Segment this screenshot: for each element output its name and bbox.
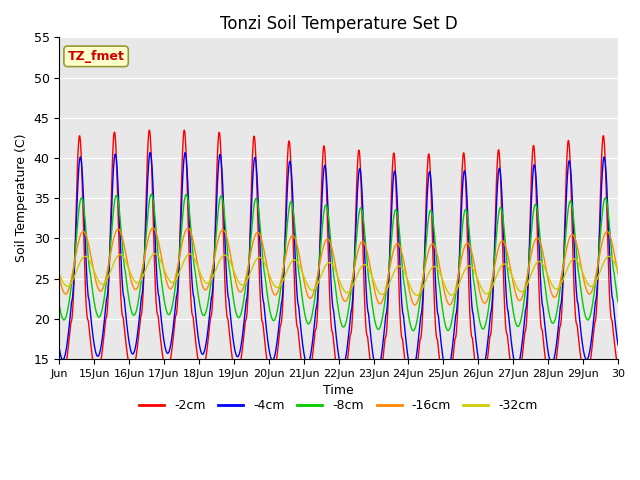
-32cm bbox=[607, 255, 615, 261]
-16cm bbox=[324, 236, 332, 242]
-2cm bbox=[314, 305, 321, 311]
Title: Tonzi Soil Temperature Set D: Tonzi Soil Temperature Set D bbox=[220, 15, 458, 33]
-8cm bbox=[553, 309, 561, 315]
Line: -16cm: -16cm bbox=[60, 228, 618, 305]
-4cm bbox=[553, 338, 561, 344]
Line: -2cm: -2cm bbox=[60, 130, 618, 395]
-16cm bbox=[56, 274, 63, 279]
-4cm bbox=[607, 288, 615, 293]
-16cm bbox=[143, 243, 150, 249]
-32cm bbox=[151, 251, 159, 256]
-2cm bbox=[471, 360, 479, 365]
-8cm bbox=[148, 192, 156, 197]
-8cm bbox=[324, 212, 332, 218]
-32cm bbox=[553, 286, 561, 292]
X-axis label: Time: Time bbox=[323, 384, 354, 397]
-16cm bbox=[607, 238, 615, 243]
-8cm bbox=[471, 287, 479, 292]
-16cm bbox=[471, 264, 479, 270]
Text: TZ_fmet: TZ_fmet bbox=[68, 50, 125, 63]
-32cm bbox=[56, 271, 63, 276]
-32cm bbox=[314, 281, 321, 287]
-8cm bbox=[314, 275, 321, 280]
-4cm bbox=[324, 212, 332, 217]
Line: -32cm: -32cm bbox=[60, 253, 618, 295]
-2cm bbox=[614, 365, 622, 371]
-32cm bbox=[471, 270, 479, 276]
-2cm bbox=[143, 178, 150, 183]
-16cm bbox=[614, 271, 622, 276]
-8cm bbox=[143, 226, 150, 232]
-4cm bbox=[614, 342, 622, 348]
Legend: -2cm, -4cm, -8cm, -16cm, -32cm: -2cm, -4cm, -8cm, -16cm, -32cm bbox=[134, 394, 543, 417]
-32cm bbox=[143, 264, 150, 270]
-2cm bbox=[324, 249, 332, 254]
-4cm bbox=[143, 201, 150, 207]
Line: -4cm: -4cm bbox=[60, 153, 618, 372]
-8cm bbox=[614, 299, 622, 305]
-4cm bbox=[471, 328, 479, 334]
-2cm bbox=[408, 392, 415, 398]
-4cm bbox=[56, 346, 63, 351]
-2cm bbox=[56, 370, 63, 375]
-16cm bbox=[553, 292, 561, 298]
Y-axis label: Soil Temperature (C): Soil Temperature (C) bbox=[15, 134, 28, 263]
-8cm bbox=[56, 302, 63, 308]
-4cm bbox=[408, 370, 416, 375]
-32cm bbox=[614, 268, 622, 274]
-2cm bbox=[553, 352, 561, 358]
-2cm bbox=[146, 127, 154, 133]
-16cm bbox=[149, 225, 157, 231]
Line: -8cm: -8cm bbox=[60, 194, 618, 331]
-32cm bbox=[413, 292, 420, 298]
-8cm bbox=[607, 248, 615, 253]
-4cm bbox=[147, 150, 154, 156]
-32cm bbox=[324, 260, 332, 266]
-16cm bbox=[314, 272, 321, 277]
-4cm bbox=[314, 293, 321, 299]
-2cm bbox=[607, 316, 615, 322]
-16cm bbox=[411, 302, 419, 308]
-8cm bbox=[409, 328, 417, 334]
